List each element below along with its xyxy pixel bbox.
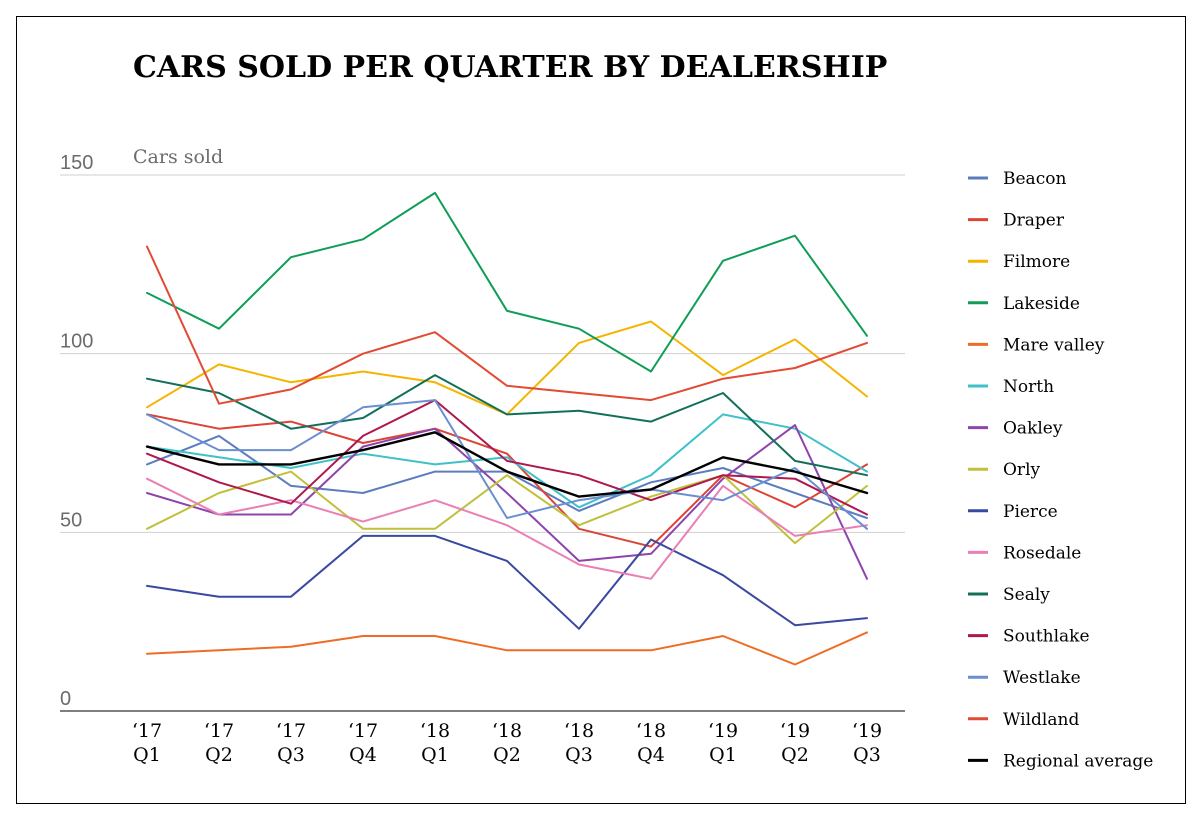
y-axis-ticks: 0 50 100 150 xyxy=(60,152,93,710)
legend-item-oakley: Oakley xyxy=(968,419,1063,439)
series-line-westlake xyxy=(146,399,868,530)
legend-label: Rosedale xyxy=(1003,543,1081,563)
x-axis-ticks: ‘17 Q1 ‘17 Q2 ‘17 Q3 ‘17 Q4 ‘18 Q1 ‘18 Q2 ‘18 Q3 ‘18 Q4… xyxy=(132,720,882,766)
y-tick-label: 50 xyxy=(60,509,82,531)
x-tick-label: ‘18 Q4 xyxy=(636,720,666,766)
series-line-orly xyxy=(146,470,868,545)
x-tick-label: ‘19 Q2 xyxy=(780,720,810,766)
series-line-sealy xyxy=(146,374,868,477)
x-tick-label: ‘17 Q1 xyxy=(132,720,162,766)
legend-label: Pierce xyxy=(1003,502,1058,522)
series-lines xyxy=(145,191,869,666)
legend-label: Oakley xyxy=(1003,419,1063,439)
series-line-regional-average xyxy=(145,431,869,498)
legend-item-pierce: Pierce xyxy=(968,502,1058,522)
legend-item-mare-valley: Mare valley xyxy=(968,335,1105,355)
x-tick-label: ‘17 Q2 xyxy=(204,720,234,766)
legend-label: Mare valley xyxy=(1003,335,1105,355)
legend-item-filmore: Filmore xyxy=(968,252,1070,272)
series-line-filmore xyxy=(146,320,868,416)
legend-label: Orly xyxy=(1003,460,1041,480)
series-line-lakeside xyxy=(146,191,868,373)
x-tick-label: ‘18 Q1 xyxy=(420,720,450,766)
legend-item-orly: Orly xyxy=(968,460,1041,480)
x-tick-label: ‘18 Q3 xyxy=(564,720,594,766)
legend-item-southlake: Southlake xyxy=(968,627,1090,647)
series-line-oakley xyxy=(146,424,868,580)
legend-label: Lakeside xyxy=(1003,294,1080,314)
series-line-mare-valley xyxy=(146,631,868,666)
y-tick-label: 0 xyxy=(60,688,71,710)
legend-item-draper: Draper xyxy=(968,211,1065,231)
legend-label: Sealy xyxy=(1003,585,1050,605)
x-tick-label: ‘17 Q4 xyxy=(348,720,378,766)
series-line-rosedale xyxy=(146,477,868,580)
legend-label: Regional average xyxy=(1003,751,1153,771)
legend-item-sealy: Sealy xyxy=(968,585,1050,605)
gridlines xyxy=(60,174,905,712)
legend-item-wildland: Wildland xyxy=(968,710,1079,730)
legend-item-lakeside: Lakeside xyxy=(968,294,1080,314)
x-tick-label: ‘19 Q1 xyxy=(708,720,738,766)
chart-frame xyxy=(16,16,1186,804)
legend-label: Beacon xyxy=(1003,169,1066,189)
series-line-pierce xyxy=(146,534,868,630)
chart-title: CARS SOLD PER QUARTER BY DEALERSHIP xyxy=(133,50,887,85)
x-tick-label: ‘19 Q3 xyxy=(852,720,882,766)
legend-item-rosedale: Rosedale xyxy=(968,543,1081,563)
legend-item-regional-average: Regional average xyxy=(968,751,1153,771)
x-tick-label: ‘18 Q2 xyxy=(492,720,522,766)
series-line-southlake xyxy=(146,399,868,516)
legend-label: North xyxy=(1003,377,1054,397)
legend-item-beacon: Beacon xyxy=(968,169,1066,189)
series-line-draper xyxy=(146,413,868,548)
series-line-wildland xyxy=(146,245,868,405)
x-tick-label: ‘17 Q3 xyxy=(276,720,306,766)
legend-label: Westlake xyxy=(1003,668,1081,688)
legend: Beacon Draper Filmore Lakeside Mare valley No… xyxy=(968,169,1153,771)
legend-label: Filmore xyxy=(1003,252,1070,272)
legend-label: Draper xyxy=(1003,211,1065,231)
legend-item-north: North xyxy=(968,377,1054,397)
y-axis-label: Cars sold xyxy=(133,146,223,168)
legend-item-westlake: Westlake xyxy=(968,668,1081,688)
legend-label: Wildland xyxy=(1003,710,1079,730)
y-tick-label: 150 xyxy=(60,152,93,174)
legend-label: Southlake xyxy=(1003,627,1090,647)
y-tick-label: 100 xyxy=(60,331,93,353)
